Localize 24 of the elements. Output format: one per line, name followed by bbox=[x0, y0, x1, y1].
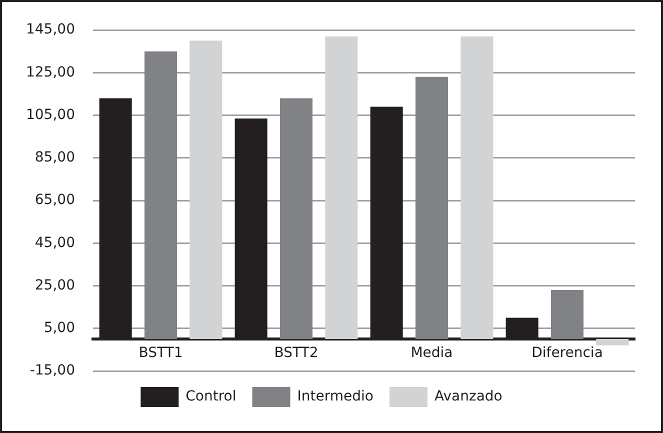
y-tick-label: 25,00 bbox=[34, 277, 75, 294]
bar bbox=[325, 36, 358, 340]
y-tick-label: 65,00 bbox=[34, 192, 75, 208]
bar bbox=[415, 76, 448, 340]
bar bbox=[144, 51, 177, 340]
y-tick-label: 105,00 bbox=[26, 106, 75, 123]
legend-label: Intermedio bbox=[297, 388, 374, 405]
x-tick-label: BSTT2 bbox=[274, 345, 318, 362]
y-tick-label: 145,00 bbox=[26, 22, 75, 38]
y-tick-label: 5,00 bbox=[44, 320, 75, 336]
bar bbox=[280, 98, 312, 340]
bar bbox=[550, 290, 584, 340]
y-tick-label: 85,00 bbox=[34, 150, 75, 166]
x-tick-label: Diferencia bbox=[532, 345, 603, 362]
legend-label: Control bbox=[186, 388, 236, 405]
bar bbox=[190, 40, 222, 340]
y-tick-label: 45,00 bbox=[34, 234, 75, 251]
bar bbox=[460, 36, 494, 340]
bar bbox=[596, 339, 629, 346]
x-tick-label: Media bbox=[410, 345, 453, 362]
y-tick-label: -15,00 bbox=[30, 362, 75, 379]
x-tick-label: BSTT1 bbox=[138, 345, 183, 362]
legend-label: Avanzado bbox=[434, 388, 502, 405]
y-tick-label: 125,00 bbox=[26, 64, 75, 80]
